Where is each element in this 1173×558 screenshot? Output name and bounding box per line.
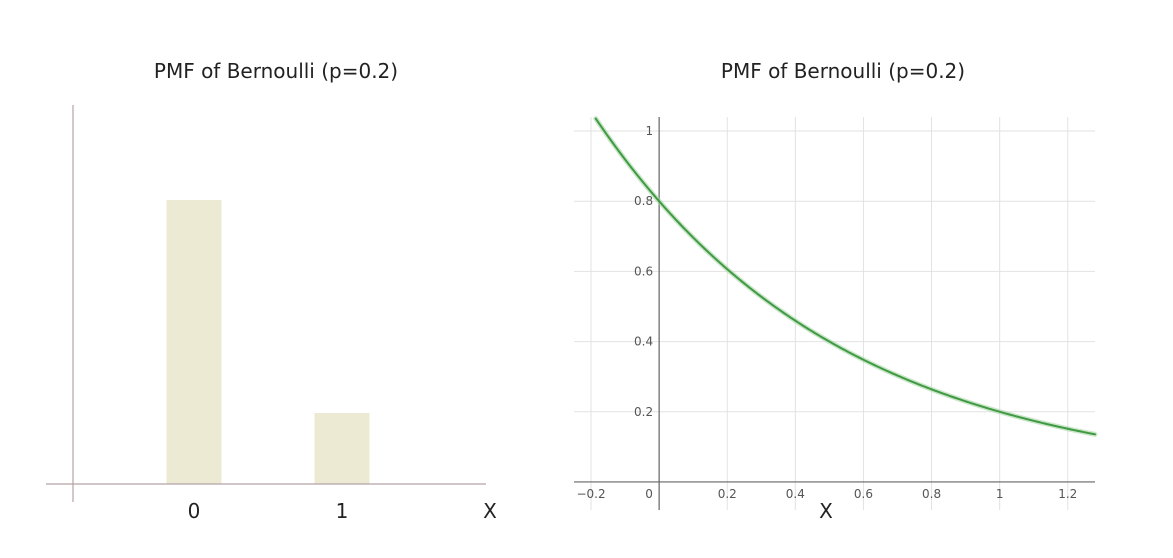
bar-chart-x-tick-label: 0 [188, 499, 201, 523]
bar-chart: PMF of Bernoulli (p=0.2) 0 1 X [46, 59, 497, 523]
line-chart-y-tick-label: 0.2 [634, 405, 653, 419]
line-chart-x-axis-label: X [819, 499, 833, 523]
line-chart-title: PMF of Bernoulli (p=0.2) [721, 59, 965, 83]
line-chart-y-tick-label: 1 [645, 124, 653, 138]
line-chart-y-tick-label: 0.6 [634, 264, 653, 278]
bar-chart-x-tick-label: 1 [336, 499, 349, 523]
line-chart-series-line [594, 117, 1096, 436]
bar-1 [314, 413, 370, 484]
line-chart: PMF of Bernoulli (p=0.2) −0.2 0 0.2 0.4 0.6 0… [574, 59, 1098, 523]
line-chart-x-tick-label: 0.6 [854, 487, 873, 501]
bar-chart-title: PMF of Bernoulli (p=0.2) [154, 59, 398, 83]
line-chart-x-tick-label: 1 [996, 487, 1004, 501]
line-chart-x-tick-label: 0 [645, 487, 653, 501]
line-chart-x-tick-label: 0.2 [718, 487, 737, 501]
line-chart-x-tick-label: −0.2 [576, 487, 605, 501]
line-chart-y-tick-label: 0.8 [634, 194, 653, 208]
bar-0 [166, 200, 222, 484]
line-chart-x-tick-label: 0.8 [922, 487, 941, 501]
line-chart-x-tick-label: 1.2 [1058, 487, 1077, 501]
bar-chart-x-axis-label: X [483, 499, 497, 523]
line-chart-series-halo [593, 116, 1098, 437]
line-chart-y-tick-label: 0.4 [634, 335, 653, 349]
line-chart-x-tick-label: 0.4 [786, 487, 805, 501]
